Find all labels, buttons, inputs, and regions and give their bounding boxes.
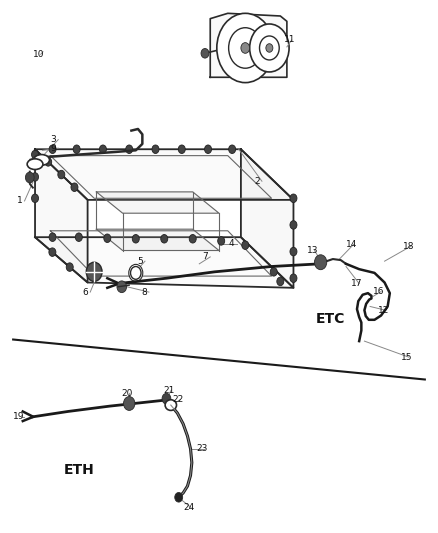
Circle shape xyxy=(86,262,102,281)
Circle shape xyxy=(32,194,39,203)
Polygon shape xyxy=(96,192,219,213)
Text: 24: 24 xyxy=(183,503,194,512)
Text: 5: 5 xyxy=(137,257,143,265)
Circle shape xyxy=(162,393,171,404)
Polygon shape xyxy=(35,149,88,282)
Polygon shape xyxy=(241,149,293,288)
Circle shape xyxy=(73,145,80,154)
Circle shape xyxy=(161,235,168,243)
Text: 21: 21 xyxy=(163,386,175,394)
Circle shape xyxy=(124,397,135,410)
Circle shape xyxy=(178,145,185,154)
Text: 16: 16 xyxy=(373,287,385,296)
Circle shape xyxy=(58,171,65,179)
Text: 10: 10 xyxy=(33,50,44,59)
Circle shape xyxy=(201,49,209,58)
Circle shape xyxy=(175,492,183,502)
Text: 2: 2 xyxy=(254,177,260,185)
Text: 11: 11 xyxy=(284,36,295,44)
Circle shape xyxy=(152,145,159,154)
Circle shape xyxy=(75,233,82,241)
Text: 4: 4 xyxy=(229,239,234,248)
Circle shape xyxy=(32,173,39,181)
Text: 13: 13 xyxy=(307,246,318,255)
Text: 18: 18 xyxy=(403,242,414,251)
Circle shape xyxy=(229,145,236,154)
Circle shape xyxy=(314,255,327,270)
Text: 8: 8 xyxy=(141,288,147,296)
Text: 12: 12 xyxy=(378,306,389,314)
Circle shape xyxy=(49,248,56,256)
Text: ETH: ETH xyxy=(64,463,94,477)
Circle shape xyxy=(117,281,127,293)
Text: 7: 7 xyxy=(202,253,208,261)
Text: ETC: ETC xyxy=(315,312,345,326)
Circle shape xyxy=(71,183,78,191)
Text: 14: 14 xyxy=(346,240,357,248)
Circle shape xyxy=(259,36,279,60)
Circle shape xyxy=(290,274,297,282)
Circle shape xyxy=(25,172,34,183)
Circle shape xyxy=(242,241,249,249)
Text: 3: 3 xyxy=(50,135,56,144)
Polygon shape xyxy=(210,13,287,77)
Text: 1: 1 xyxy=(17,197,22,205)
Circle shape xyxy=(218,237,225,245)
Circle shape xyxy=(290,221,297,229)
Polygon shape xyxy=(96,229,219,251)
Circle shape xyxy=(229,28,262,68)
Text: 19: 19 xyxy=(13,413,25,421)
Circle shape xyxy=(205,145,212,154)
Circle shape xyxy=(217,13,274,83)
Circle shape xyxy=(126,145,133,154)
Polygon shape xyxy=(35,237,293,288)
Circle shape xyxy=(277,277,284,286)
Text: 23: 23 xyxy=(196,445,208,453)
Circle shape xyxy=(49,233,56,241)
Text: 22: 22 xyxy=(172,395,184,404)
Circle shape xyxy=(32,150,39,159)
Circle shape xyxy=(270,268,277,276)
Polygon shape xyxy=(35,149,293,200)
Text: 15: 15 xyxy=(401,353,412,361)
Circle shape xyxy=(99,145,106,154)
Ellipse shape xyxy=(165,400,177,410)
Circle shape xyxy=(104,234,111,243)
Text: 17: 17 xyxy=(351,279,363,288)
Circle shape xyxy=(290,247,297,256)
Circle shape xyxy=(131,266,141,279)
Circle shape xyxy=(189,235,196,243)
Ellipse shape xyxy=(27,159,43,169)
Circle shape xyxy=(250,24,289,72)
Text: 6: 6 xyxy=(82,288,88,296)
Circle shape xyxy=(290,194,297,203)
Ellipse shape xyxy=(34,155,49,165)
Text: 9: 9 xyxy=(50,144,56,152)
Circle shape xyxy=(132,235,139,243)
Circle shape xyxy=(241,43,250,53)
Circle shape xyxy=(45,158,52,166)
Circle shape xyxy=(129,264,143,281)
Text: 20: 20 xyxy=(122,389,133,398)
Circle shape xyxy=(66,263,73,271)
Circle shape xyxy=(49,145,56,154)
Circle shape xyxy=(266,44,273,52)
